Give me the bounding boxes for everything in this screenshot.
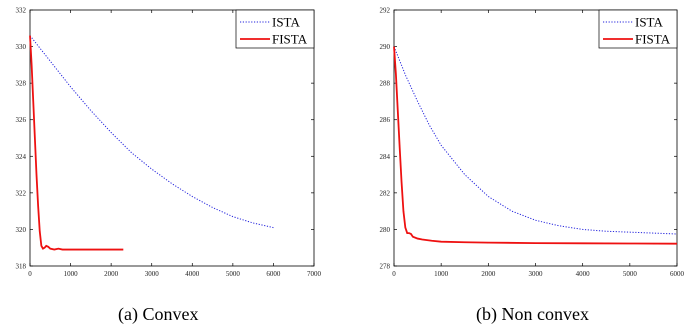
y-tick-label: 282 <box>380 189 391 197</box>
y-tick-label: 292 <box>380 7 391 15</box>
series-line-fista <box>29 35 124 251</box>
x-tick-label: 2000 <box>481 270 496 278</box>
y-tick-label: 326 <box>16 116 27 124</box>
series-line-ista <box>29 35 274 229</box>
legend-box <box>235 9 315 49</box>
y-tick-label: 320 <box>16 226 27 234</box>
x-tick-label: 4000 <box>185 270 200 278</box>
chart-panel-convex: 0 1000 2000 3000 4000 5000 6000 7000 318 320 322 32… <box>16 7 322 279</box>
y-tick-label: 332 <box>16 7 27 15</box>
caption-non-convex: (b) Non convex <box>476 304 589 324</box>
x-tick-label: 2000 <box>104 270 119 278</box>
y-tick-label: 328 <box>16 80 27 88</box>
y-tick-label: 318 <box>16 263 27 271</box>
x-tick-label: 0 <box>28 270 32 278</box>
legend-label-fista: FISTA <box>635 32 671 47</box>
y-tick-label: 286 <box>380 116 391 124</box>
x-tick-label: 3000 <box>529 270 544 278</box>
y-tick-label: 288 <box>380 80 391 88</box>
x-tick-label: 1000 <box>434 270 449 278</box>
x-tick-label: 6000 <box>670 270 685 278</box>
caption-convex: (a) Convex <box>118 304 199 324</box>
x-tick-label: 1000 <box>64 270 79 278</box>
y-tick-label: 290 <box>380 43 391 51</box>
y-tick-label: 330 <box>16 43 27 51</box>
y-tick-label: 280 <box>380 226 391 234</box>
series-line-fista <box>393 46 678 245</box>
figure: 0 1000 2000 3000 4000 5000 6000 7000 318 320 322 32… <box>16 7 685 279</box>
chart-panel-non-convex: 0 1000 2000 3000 4000 5000 6000 278 280 282 284 286… <box>380 7 685 279</box>
x-tick-label: 5000 <box>226 270 241 278</box>
legend-label-ista: ISTA <box>635 15 663 30</box>
y-tick-label: 322 <box>16 189 27 197</box>
legend-box <box>598 9 678 49</box>
x-tick-label: 5000 <box>623 270 638 278</box>
x-tick-label: 6000 <box>266 270 281 278</box>
x-tick-label: 0 <box>392 270 396 278</box>
x-tick-label: 4000 <box>576 270 591 278</box>
axes-frame <box>29 9 315 267</box>
series-line-ista <box>393 46 678 235</box>
legend-label-ista: ISTA <box>272 15 300 30</box>
y-tick-label: 284 <box>380 153 391 161</box>
y-tick-label: 278 <box>380 263 391 271</box>
x-tick-label: 3000 <box>145 270 160 278</box>
x-tick-label: 7000 <box>307 270 322 278</box>
y-tick-label: 324 <box>16 153 27 161</box>
legend-label-fista: FISTA <box>272 32 308 47</box>
